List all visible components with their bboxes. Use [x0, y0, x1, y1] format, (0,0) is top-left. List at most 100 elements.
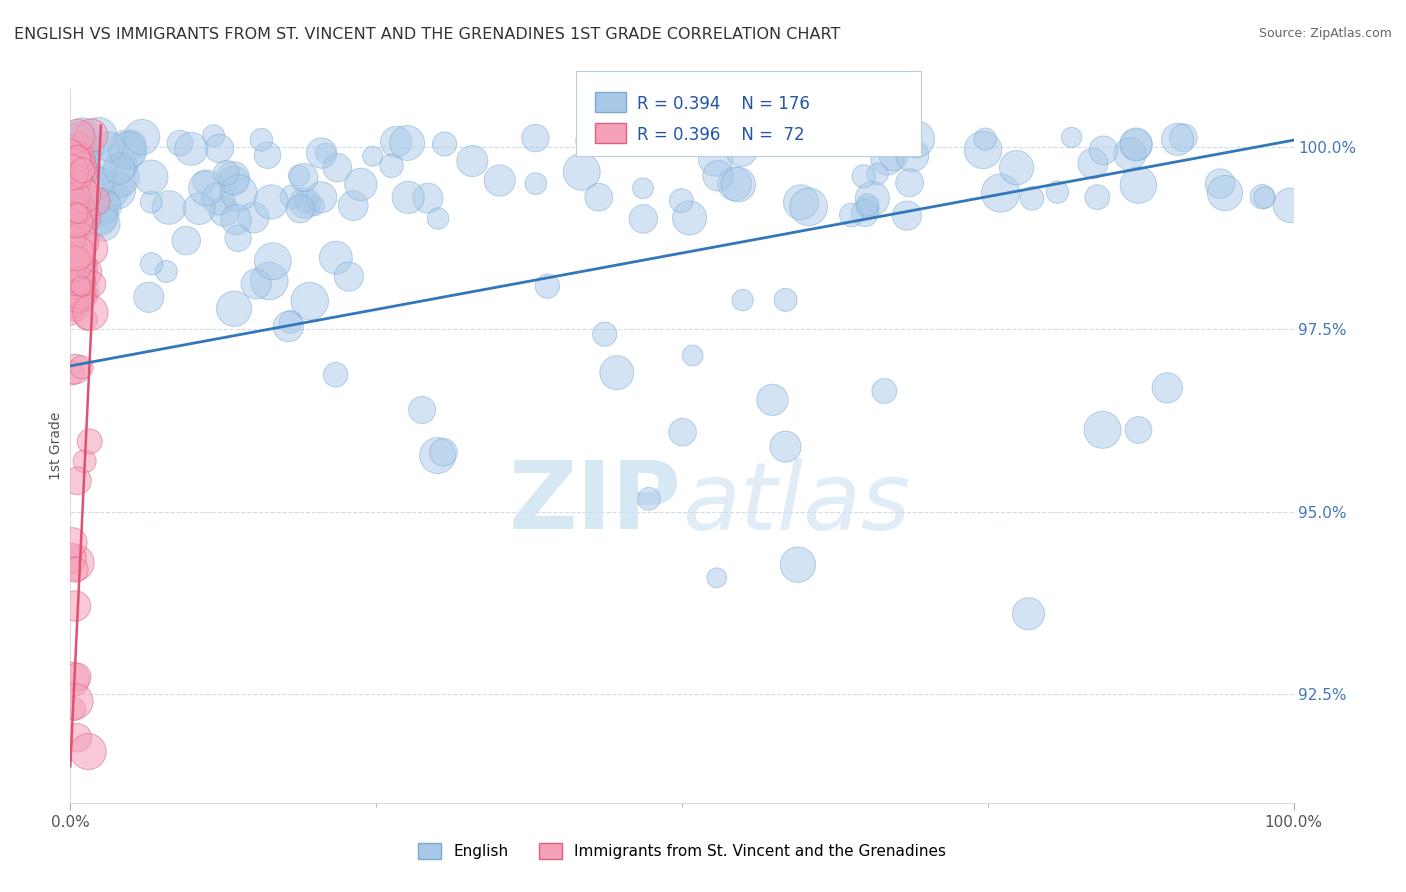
Point — [96, 199, 118, 213]
Point — [295, 194, 318, 209]
Point — [315, 146, 337, 161]
Point — [1046, 185, 1069, 199]
Point — [432, 445, 454, 459]
Point — [66, 152, 89, 166]
Point — [222, 174, 245, 188]
Point — [63, 292, 86, 306]
Point — [1085, 190, 1108, 204]
Point — [633, 211, 655, 226]
Point — [1125, 137, 1147, 152]
Point — [860, 192, 883, 206]
Point — [1173, 130, 1195, 145]
Point — [593, 327, 616, 342]
Point — [427, 211, 450, 226]
Point — [70, 163, 93, 178]
Point — [222, 171, 245, 186]
Point — [381, 159, 404, 173]
Point — [342, 198, 364, 212]
Point — [731, 293, 754, 307]
Point — [1092, 144, 1115, 158]
Point — [1156, 381, 1178, 395]
Point — [72, 145, 94, 159]
Point — [66, 206, 89, 220]
Point — [671, 194, 693, 208]
Point — [66, 209, 89, 223]
Point — [98, 140, 121, 154]
Point — [730, 144, 752, 158]
Point — [1021, 191, 1043, 205]
Point — [901, 148, 924, 162]
Point — [120, 137, 142, 152]
Point — [325, 251, 347, 265]
Point — [188, 202, 211, 216]
Point — [311, 146, 333, 161]
Point — [155, 264, 177, 278]
Point — [288, 169, 311, 183]
Point — [66, 172, 89, 186]
Point — [66, 474, 89, 488]
Point — [93, 217, 115, 231]
Point — [69, 165, 91, 179]
Point — [260, 194, 283, 209]
Point — [89, 175, 111, 189]
Point — [115, 142, 138, 156]
Point — [350, 178, 373, 192]
Point — [89, 210, 111, 224]
Point — [80, 128, 103, 143]
Point — [65, 243, 87, 257]
Point — [1081, 156, 1104, 170]
Point — [77, 148, 100, 162]
Point — [141, 257, 163, 271]
Point — [603, 138, 626, 153]
Point — [724, 177, 747, 191]
Point — [396, 136, 419, 150]
Point — [80, 242, 103, 256]
Point — [60, 277, 83, 292]
Point — [70, 155, 93, 169]
Point — [898, 176, 921, 190]
Point — [67, 149, 90, 163]
Point — [67, 206, 90, 220]
Point — [75, 265, 97, 279]
Point — [112, 159, 135, 173]
Point — [63, 170, 86, 185]
Point — [66, 670, 89, 684]
Point — [91, 197, 114, 211]
Point — [256, 148, 278, 162]
Point — [131, 130, 153, 145]
Point — [294, 196, 316, 211]
Point — [65, 556, 87, 570]
Point — [67, 261, 90, 276]
Point — [856, 198, 879, 212]
Point — [1060, 130, 1083, 145]
Point — [277, 319, 299, 334]
Point — [65, 301, 87, 315]
Point — [180, 142, 202, 156]
Point — [69, 235, 91, 249]
Point — [396, 190, 419, 204]
Point — [65, 214, 87, 228]
Point — [1209, 177, 1232, 191]
Point — [111, 180, 134, 194]
Point — [1128, 178, 1150, 193]
Point — [139, 169, 162, 184]
Point — [727, 178, 749, 192]
Point — [242, 211, 264, 225]
Point — [62, 189, 84, 203]
Point — [67, 160, 90, 174]
Point — [63, 253, 86, 268]
Point — [60, 251, 83, 265]
Point — [117, 144, 139, 158]
Point — [207, 192, 229, 206]
Point — [1279, 198, 1302, 212]
Point — [60, 249, 83, 263]
Text: R = 0.394    N = 176: R = 0.394 N = 176 — [637, 95, 810, 112]
Point — [62, 146, 84, 161]
Point — [70, 279, 93, 293]
Text: R = 0.396    N =  72: R = 0.396 N = 72 — [637, 126, 804, 144]
Point — [84, 194, 107, 208]
Point — [60, 176, 83, 190]
Point — [70, 274, 93, 288]
Point — [852, 169, 875, 184]
Point — [65, 275, 87, 289]
